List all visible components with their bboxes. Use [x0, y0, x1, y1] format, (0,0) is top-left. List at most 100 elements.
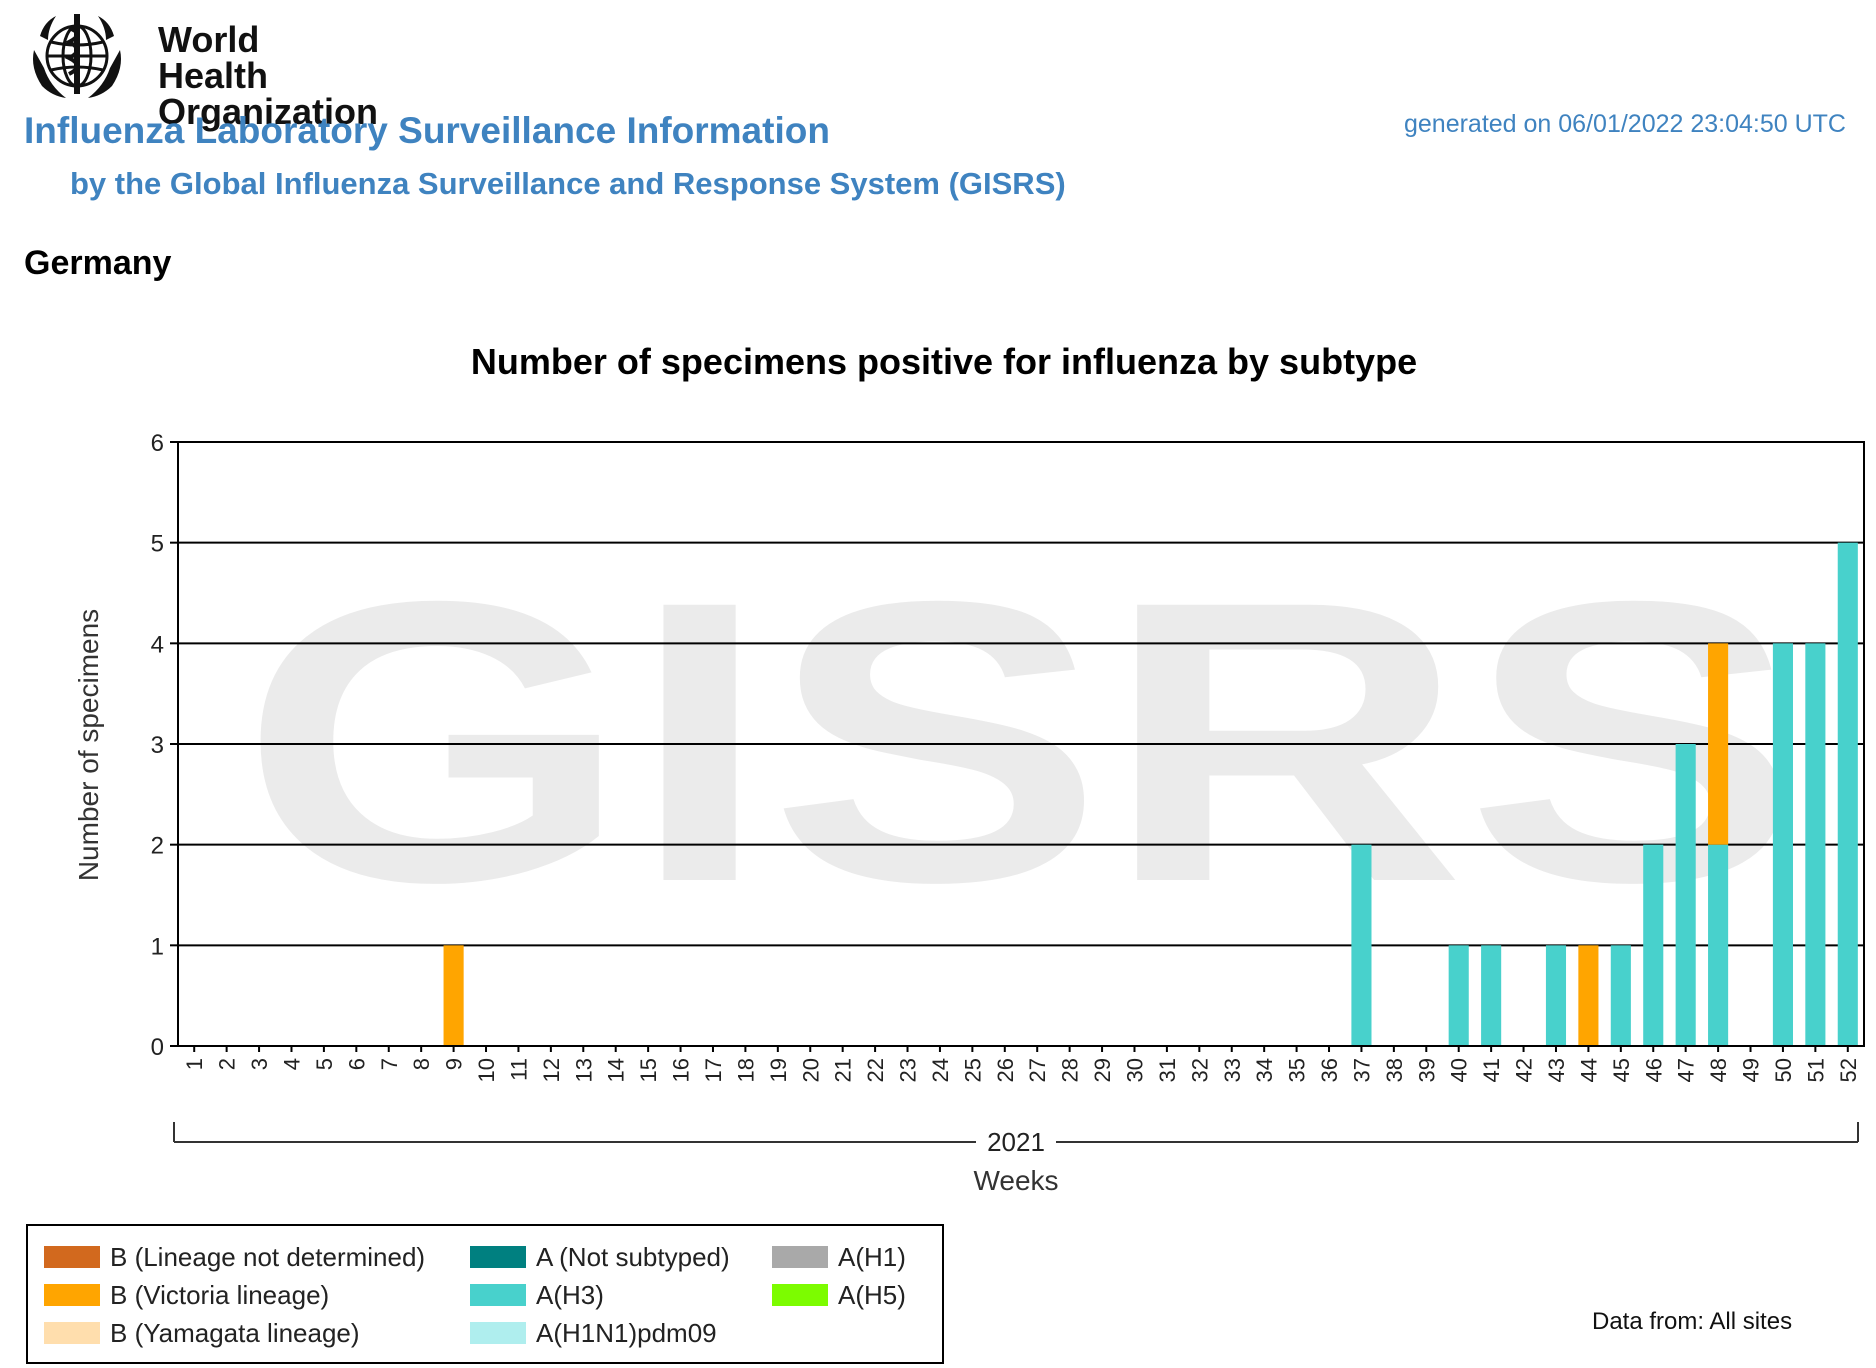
legend-label: B (Yamagata lineage)	[110, 1317, 360, 1348]
x-tick-label: 22	[863, 1058, 888, 1082]
legend-swatch	[470, 1284, 526, 1306]
x-tick-label: 13	[571, 1058, 596, 1082]
legend-item: A(H5)	[772, 1280, 906, 1310]
legend-swatch	[44, 1284, 100, 1306]
x-axis-label: Weeks	[973, 1165, 1058, 1196]
x-tick-label: 51	[1803, 1058, 1828, 1082]
generated-timestamp: generated on 06/01/2022 23:04:50 UTC	[1403, 110, 1846, 138]
x-tick-label: 18	[733, 1058, 758, 1082]
x-tick-label: 24	[928, 1058, 953, 1082]
legend-label: A (Not subtyped)	[536, 1241, 730, 1272]
x-tick-label: 40	[1447, 1058, 1472, 1082]
bar-segment	[1610, 945, 1631, 1046]
x-tick-label: 35	[1285, 1058, 1310, 1082]
x-tick-label: 44	[1576, 1058, 1601, 1082]
x-tick-label: 30	[1122, 1058, 1147, 1082]
x-tick-label: 16	[669, 1058, 694, 1082]
x-tick-label: 52	[1836, 1058, 1861, 1082]
country-name: Germany	[24, 244, 172, 282]
x-tick-label: 43	[1544, 1058, 1569, 1082]
legend-item: B (Victoria lineage)	[44, 1280, 329, 1310]
legend-swatch	[470, 1322, 526, 1344]
y-tick-label: 3	[151, 732, 164, 759]
x-tick-label: 45	[1609, 1058, 1634, 1082]
x-tick-label: 26	[993, 1058, 1018, 1082]
y-tick-label: 2	[151, 833, 164, 860]
legend-swatch	[772, 1246, 828, 1268]
x-tick-label: 37	[1349, 1058, 1374, 1082]
legend-item: B (Yamagata lineage)	[44, 1318, 360, 1348]
bar-segment	[1805, 643, 1826, 1046]
legend-item: B (Lineage not determined)	[44, 1242, 425, 1272]
x-tick-label: 9	[442, 1058, 467, 1070]
x-tick-label: 50	[1771, 1058, 1796, 1082]
x-tick-label: 34	[1252, 1058, 1277, 1082]
bar-segment	[1351, 844, 1372, 1046]
legend-label: A(H5)	[838, 1279, 906, 1310]
legend-swatch	[44, 1246, 100, 1268]
x-tick-label: 41	[1479, 1058, 1504, 1082]
chart-legend: B (Lineage not determined) B (Victoria l…	[26, 1224, 944, 1364]
logo-text-line2: Organization	[158, 91, 379, 132]
x-tick-label: 33	[1220, 1058, 1245, 1082]
bar-segment	[1837, 542, 1858, 1046]
y-tick-label: 0	[151, 1034, 164, 1061]
legend-swatch	[470, 1246, 526, 1268]
x-tick-label: 48	[1706, 1058, 1731, 1082]
legend-label: A(H1N1)pdm09	[536, 1317, 717, 1348]
x-tick-label: 2	[215, 1058, 240, 1070]
who-emblem-icon	[33, 14, 121, 98]
x-tick-label: 5	[312, 1058, 337, 1070]
x-tick-label: 28	[1058, 1058, 1083, 1082]
x-tick-label: 38	[1382, 1058, 1407, 1082]
bar-segment	[1545, 945, 1567, 1046]
x-tick-label: 23	[896, 1058, 921, 1082]
x-tick-label: 29	[1090, 1058, 1115, 1082]
legend-swatch	[44, 1322, 100, 1344]
legend-item: A(H1)	[772, 1242, 906, 1272]
x-tick-label: 14	[604, 1058, 629, 1082]
x-tick-label: 46	[1641, 1058, 1666, 1082]
bar-segment	[1708, 844, 1729, 1046]
x-tick-label: 3	[247, 1058, 272, 1070]
legend-label: B (Lineage not determined)	[110, 1241, 426, 1272]
legend-swatch	[772, 1284, 828, 1306]
y-tick-label: 5	[151, 531, 164, 558]
page-title: Influenza Laboratory Surveillance Inform…	[24, 110, 830, 151]
bar-segment	[1481, 945, 1502, 1046]
x-tick-label: 1	[182, 1058, 207, 1070]
bar-segment	[1578, 945, 1599, 1046]
who-logo: World Health Organization	[22, 6, 378, 130]
x-tick-label: 11	[506, 1058, 531, 1081]
data-source-note: Data from: All sites	[1592, 1308, 1793, 1335]
bar-segment	[1708, 643, 1729, 845]
bar-segment	[1448, 945, 1469, 1046]
x-tick-label: 47	[1674, 1058, 1699, 1082]
x-tick-label: 17	[701, 1058, 726, 1082]
x-tick-label: 39	[1414, 1058, 1439, 1082]
x-tick-label: 10	[474, 1058, 499, 1082]
x-tick-label: 32	[1187, 1058, 1212, 1082]
x-tick-label: 12	[539, 1058, 564, 1082]
x-tick-label: 36	[1317, 1058, 1342, 1082]
x-tick-label: 21	[831, 1058, 856, 1082]
x-tick-label: 42	[1512, 1058, 1537, 1082]
chart-title: Number of specimens positive for influen…	[471, 341, 1417, 382]
x-tick-label: 25	[960, 1058, 985, 1082]
chart-watermark: GISRS	[240, 518, 1800, 965]
x-tick-label: 27	[1025, 1058, 1050, 1082]
logo-text-line1: World Health	[158, 19, 269, 96]
x-tick-label: 8	[409, 1058, 434, 1070]
y-tick-label: 6	[151, 430, 164, 457]
legend-label: B (Victoria lineage)	[110, 1279, 330, 1310]
x-tick-label: 20	[798, 1058, 823, 1082]
legend-label: A(H1)	[838, 1241, 906, 1272]
x-tick-label: 4	[279, 1058, 304, 1070]
x-tick-label: 19	[766, 1058, 791, 1082]
legend-item: A (Not subtyped)	[470, 1242, 730, 1272]
x-tick-label: 6	[344, 1058, 369, 1070]
bar-segment	[1643, 844, 1664, 1046]
x-tick-label: 49	[1739, 1058, 1764, 1082]
legend-label: A(H3)	[536, 1279, 604, 1310]
legend-item: A(H3)	[470, 1280, 604, 1310]
